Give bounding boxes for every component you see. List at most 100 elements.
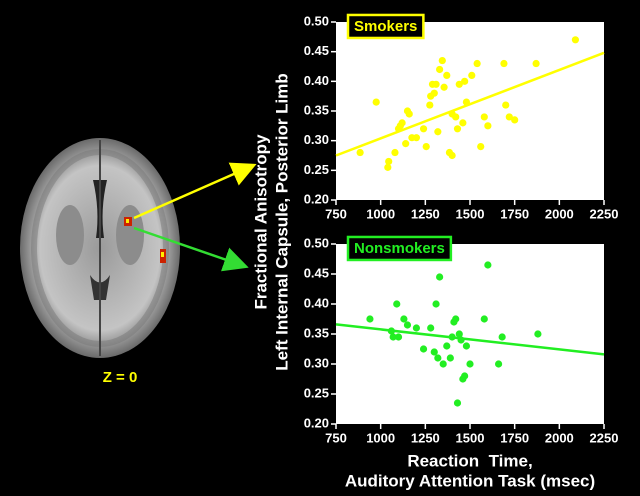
point bbox=[426, 101, 434, 109]
slice-label: Z = 0 bbox=[103, 369, 138, 386]
point bbox=[430, 348, 438, 356]
point bbox=[400, 315, 408, 323]
x-axis-title: Auditory Attention Task (msec) bbox=[345, 471, 595, 490]
point bbox=[466, 360, 474, 368]
point bbox=[473, 59, 481, 68]
point bbox=[468, 71, 476, 79]
point bbox=[511, 116, 519, 124]
point bbox=[434, 128, 442, 136]
x-tick-label: 1000 bbox=[366, 206, 395, 221]
x-tick-label: 2000 bbox=[545, 206, 574, 221]
y-axis-title: Fractional Anisotropy bbox=[251, 134, 270, 310]
y-tick-label: 0.40 bbox=[304, 73, 329, 88]
point bbox=[356, 148, 364, 157]
chart-title: Nonsmokers bbox=[354, 240, 445, 257]
y-axis-title: Left Internal Capsule, Posterior Limb bbox=[272, 73, 291, 371]
y-tick-label: 0.30 bbox=[304, 132, 329, 147]
plot-area bbox=[336, 244, 604, 424]
point bbox=[387, 327, 395, 335]
x-tick-label: 1000 bbox=[366, 430, 395, 445]
y-tick-label: 0.40 bbox=[304, 295, 329, 310]
point bbox=[432, 80, 440, 88]
x-tick-label: 2250 bbox=[590, 430, 619, 445]
point bbox=[459, 119, 467, 127]
title-box bbox=[346, 13, 425, 40]
x-tick-label: 2250 bbox=[590, 206, 619, 221]
point bbox=[448, 333, 456, 341]
point bbox=[477, 143, 485, 151]
point bbox=[453, 125, 462, 133]
point bbox=[438, 56, 446, 65]
y-tick-label: 0.30 bbox=[304, 355, 329, 370]
point bbox=[427, 324, 435, 332]
point bbox=[419, 125, 428, 133]
point bbox=[436, 65, 444, 74]
point bbox=[422, 143, 430, 151]
point bbox=[500, 59, 508, 68]
point bbox=[412, 134, 420, 142]
point bbox=[372, 98, 380, 106]
x-tick-label: 1500 bbox=[456, 206, 485, 221]
plot-area bbox=[336, 22, 604, 200]
point bbox=[403, 321, 412, 329]
cluster bbox=[161, 252, 164, 257]
point bbox=[571, 36, 580, 44]
y-tick-label: 0.20 bbox=[304, 415, 329, 430]
point bbox=[443, 71, 451, 79]
arrow bbox=[133, 226, 249, 272]
point bbox=[398, 119, 406, 127]
y-tick-label: 0.35 bbox=[304, 102, 329, 117]
point bbox=[391, 148, 399, 157]
point bbox=[484, 261, 492, 269]
y-tick-label: 0.50 bbox=[304, 235, 329, 250]
x-tick-label: 1500 bbox=[456, 430, 485, 445]
y-tick-label: 0.45 bbox=[304, 265, 329, 280]
x-tick-label: 750 bbox=[325, 206, 347, 221]
point bbox=[502, 101, 510, 109]
point bbox=[366, 315, 374, 323]
fit-line bbox=[335, 323, 605, 356]
point bbox=[484, 122, 492, 130]
x-tick-label: 1750 bbox=[500, 206, 529, 221]
point bbox=[480, 315, 488, 323]
cluster bbox=[126, 219, 129, 223]
point bbox=[430, 89, 438, 97]
thalamus bbox=[56, 205, 84, 265]
chart-title: Smokers bbox=[354, 18, 417, 35]
thalamus bbox=[116, 205, 144, 265]
point bbox=[505, 113, 513, 121]
brain-slice bbox=[20, 138, 180, 358]
x-tick-label: 1750 bbox=[500, 430, 529, 445]
point bbox=[405, 110, 413, 118]
point bbox=[457, 336, 465, 344]
point bbox=[443, 342, 451, 350]
x-tick-label: 1250 bbox=[411, 206, 440, 221]
point bbox=[440, 83, 448, 91]
point bbox=[432, 300, 440, 308]
point bbox=[532, 59, 540, 68]
y-tick-label: 0.50 bbox=[304, 13, 329, 28]
y-tick-label: 0.20 bbox=[304, 191, 329, 206]
point bbox=[446, 354, 454, 362]
x-tick-label: 1250 bbox=[411, 430, 440, 445]
point bbox=[455, 330, 463, 338]
x-tick-label: 2000 bbox=[545, 430, 574, 445]
point bbox=[394, 333, 403, 341]
point bbox=[461, 77, 469, 85]
point bbox=[462, 342, 471, 350]
y-tick-label: 0.25 bbox=[304, 385, 329, 400]
point bbox=[462, 98, 471, 106]
point bbox=[452, 113, 460, 121]
point bbox=[402, 140, 410, 148]
point bbox=[480, 113, 488, 121]
point bbox=[419, 345, 428, 353]
point bbox=[461, 372, 469, 380]
point bbox=[389, 333, 397, 341]
title-box bbox=[346, 235, 453, 262]
point bbox=[393, 300, 401, 308]
point bbox=[494, 360, 503, 368]
y-tick-label: 0.35 bbox=[304, 325, 329, 340]
point bbox=[448, 151, 456, 160]
